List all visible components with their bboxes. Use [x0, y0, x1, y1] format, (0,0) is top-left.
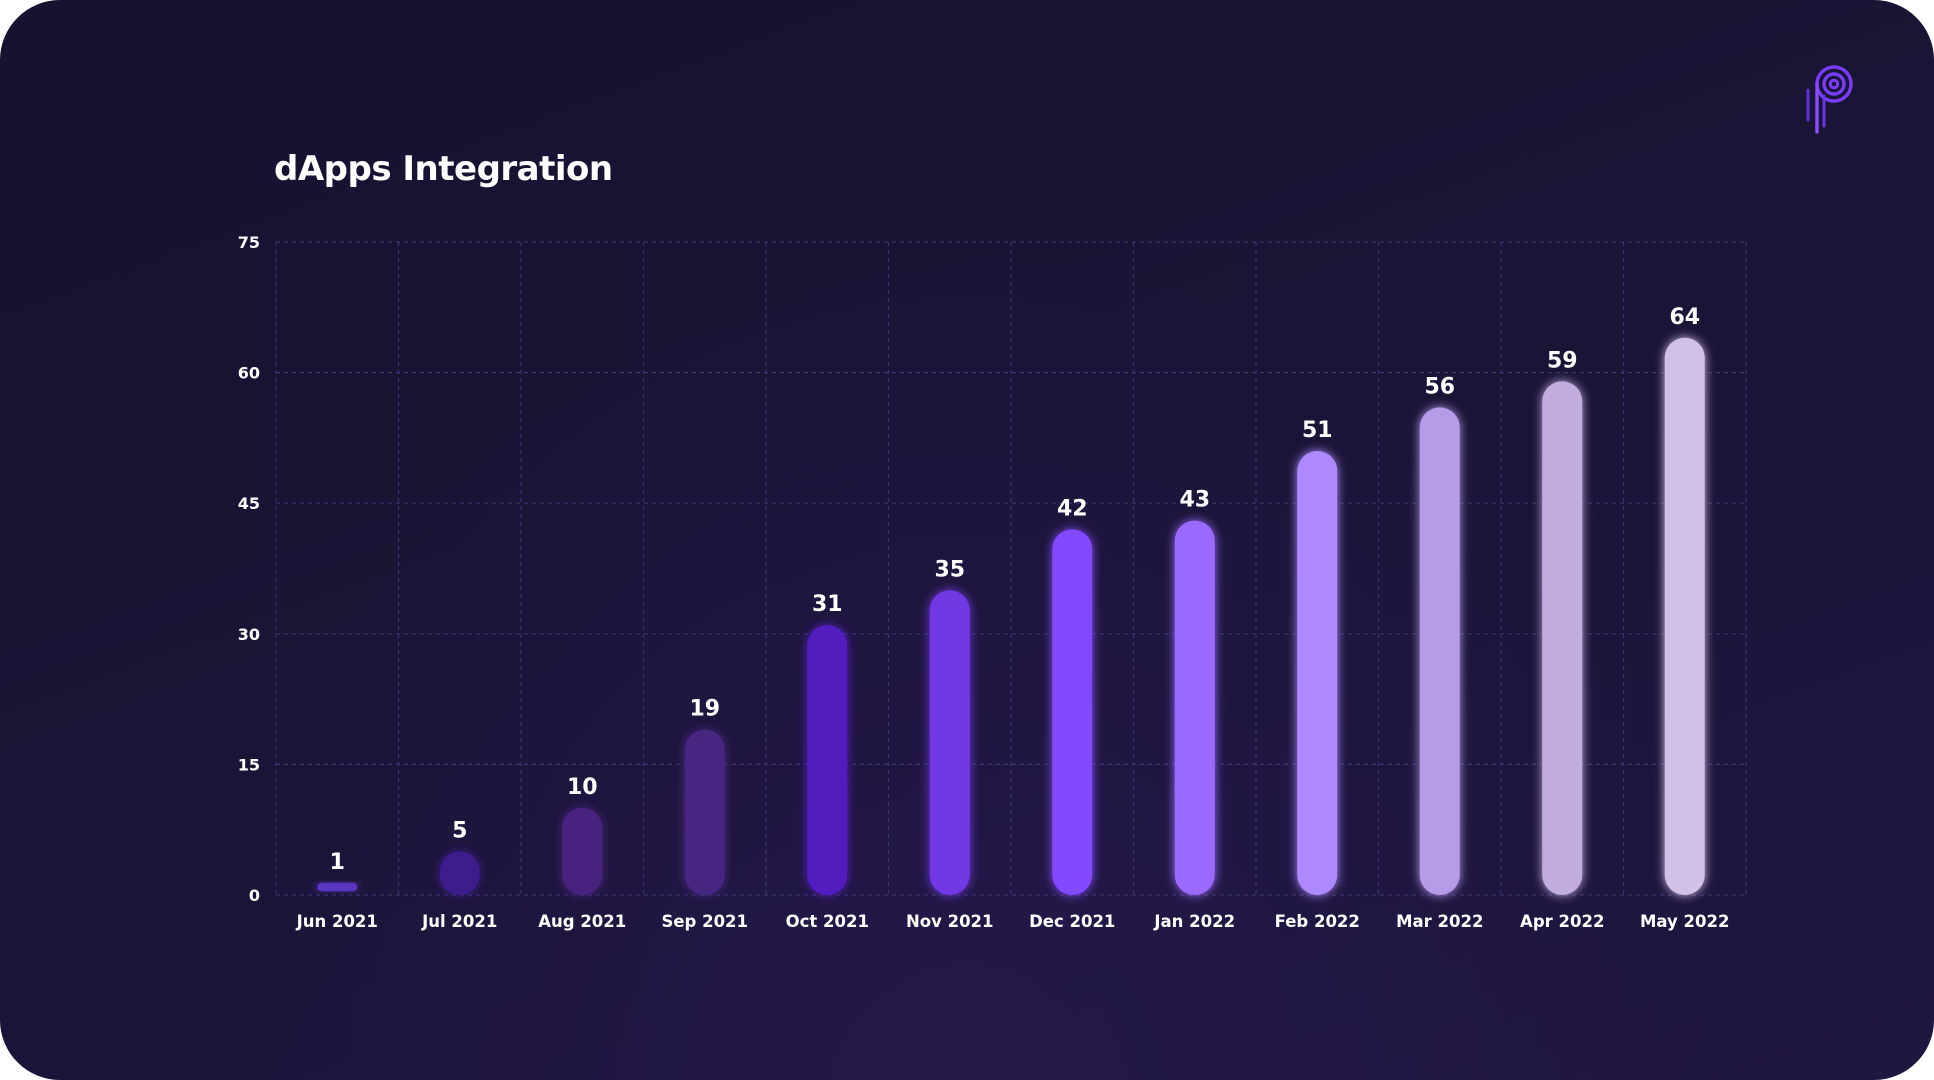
bar: [1542, 381, 1583, 896]
x-tick-label: Jun 2021: [296, 912, 378, 931]
bar: [1174, 520, 1215, 895]
bar-value-label: 59: [1547, 348, 1578, 373]
brand-logo-icon: [1806, 65, 1853, 134]
y-tick-label: 75: [238, 233, 260, 252]
x-tick-label: Oct 2021: [786, 912, 869, 931]
bar: [684, 729, 725, 895]
bar-value-label: 10: [567, 775, 598, 800]
x-tick-label: Mar 2022: [1396, 912, 1483, 931]
bar: [1297, 450, 1338, 895]
y-tick-label: 45: [238, 494, 260, 513]
bar: [807, 625, 848, 895]
x-tick-label: Jul 2021: [421, 912, 497, 931]
x-tick-label: Dec 2021: [1029, 912, 1115, 931]
bar-value-label: 5: [452, 818, 467, 843]
x-tick-label: May 2022: [1640, 912, 1729, 931]
bar-value-label: 19: [689, 697, 720, 722]
bar: [1664, 337, 1705, 896]
bar-value-label: 51: [1302, 418, 1333, 443]
bar-value-label: 35: [934, 557, 965, 582]
x-tick-label: Nov 2021: [906, 912, 994, 931]
x-tick-label: Aug 2021: [538, 912, 626, 931]
bar: [562, 807, 603, 895]
bar-value-label: 42: [1057, 496, 1088, 521]
chart-title: dApps Integration: [274, 149, 613, 189]
bar-value-label: 1: [330, 850, 345, 875]
y-tick-label: 0: [249, 886, 260, 905]
y-tick-label: 60: [238, 364, 260, 383]
bar: [1052, 529, 1093, 895]
bar-value-label: 56: [1424, 374, 1455, 399]
bar-value-label: 31: [812, 592, 843, 617]
x-tick-label: Sep 2021: [661, 912, 748, 931]
bar: [1419, 407, 1460, 895]
bar: [929, 590, 970, 895]
y-tick-label: 30: [238, 625, 260, 644]
x-tick-label: Jan 2022: [1153, 912, 1235, 931]
bar-value-label: 64: [1669, 305, 1700, 330]
x-tick-label: Apr 2022: [1520, 912, 1604, 931]
bar-value-label: 43: [1179, 488, 1210, 513]
bar: [439, 851, 480, 895]
y-tick-label: 15: [238, 755, 260, 774]
x-tick-label: Feb 2022: [1275, 912, 1360, 931]
bar: [317, 883, 358, 891]
